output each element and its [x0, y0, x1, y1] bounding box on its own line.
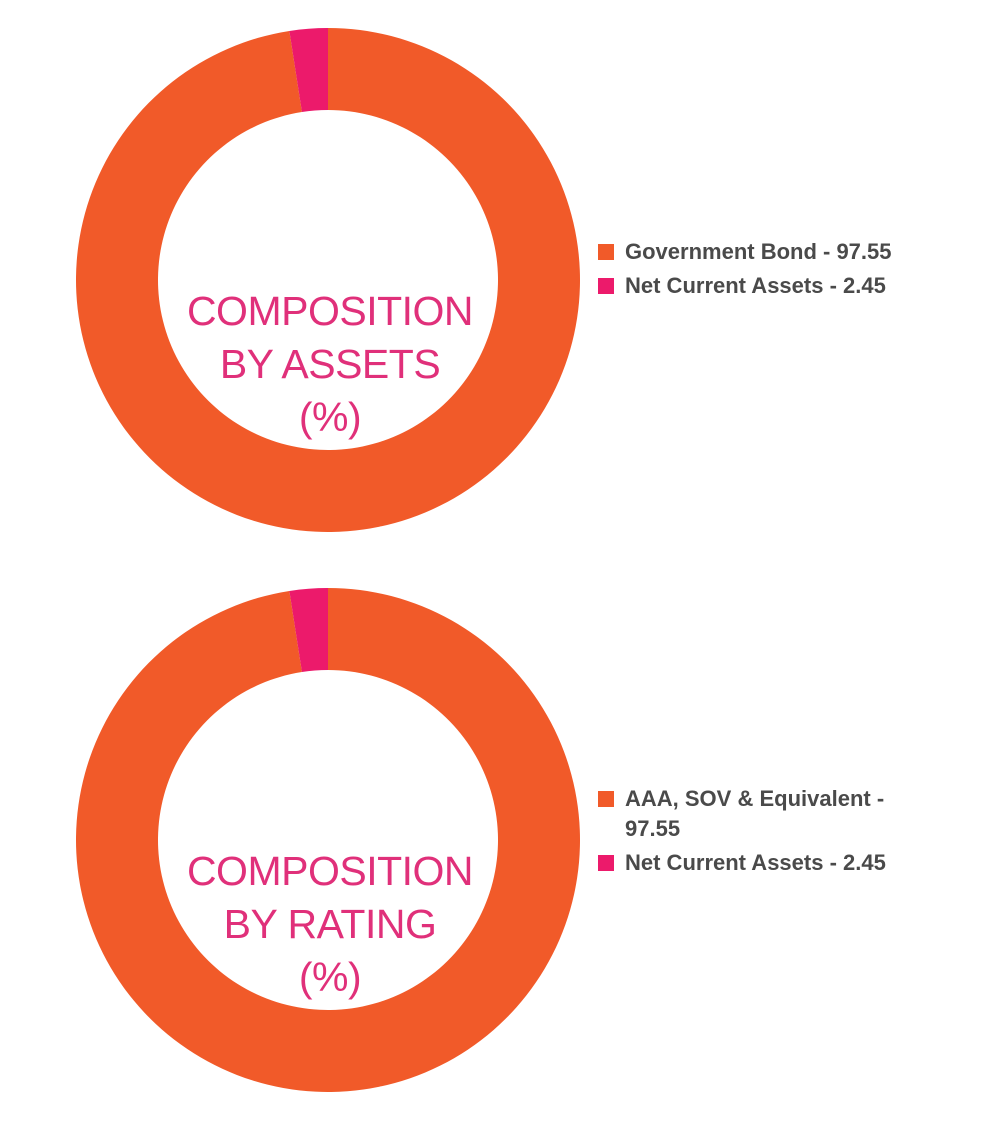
- center-label-line-2: BY RATING: [223, 901, 437, 947]
- donut-slice-aaa-sov-equivalent: [76, 588, 580, 1092]
- center-label-line-2: BY ASSETS: [219, 341, 441, 387]
- legend-swatch-government-bond: [598, 244, 614, 260]
- legend-swatch-aaa-sov-equivalent: [598, 791, 614, 807]
- center-label-line-1: COMPOSITION: [186, 848, 474, 894]
- donut-chart-rating: [76, 588, 580, 1092]
- donut-chart-assets: [76, 28, 580, 532]
- composition-by-assets-chart: COMPOSITION BY ASSETS (%) Government Bon…: [0, 0, 982, 560]
- donut-center-label-assets: COMPOSITION BY ASSETS (%): [150, 285, 510, 444]
- center-label-line-1: COMPOSITION: [186, 288, 474, 334]
- legend-item-aaa-sov-equivalent: AAA, SOV & Equivalent - 97.55: [598, 784, 938, 844]
- legend-item-net-current-assets: Net Current Assets - 2.45: [598, 271, 938, 301]
- donut-slice-government-bond: [76, 28, 580, 532]
- legend-item-government-bond: Government Bond - 97.55: [598, 237, 938, 267]
- donut-slice-net-current-assets: [289, 28, 328, 113]
- legend-item-net-current-assets: Net Current Assets - 2.45: [598, 848, 938, 878]
- legend-swatch-net-current-assets: [598, 855, 614, 871]
- center-label-line-3: (%): [298, 394, 362, 440]
- legend-label-net-current-assets: Net Current Assets - 2.45: [625, 273, 886, 298]
- composition-by-rating-chart: COMPOSITION BY RATING (%) AAA, SOV & Equ…: [0, 560, 982, 1120]
- legend-label-net-current-assets: Net Current Assets - 2.45: [625, 850, 886, 875]
- legend-label-government-bond: Government Bond - 97.55: [625, 239, 892, 264]
- center-label-line-3: (%): [298, 954, 362, 1000]
- legend-label-aaa-sov-equivalent: AAA, SOV & Equivalent - 97.55: [625, 786, 885, 841]
- donut-slice-net-current-assets: [289, 588, 328, 673]
- donut-center-label-rating: COMPOSITION BY RATING (%): [150, 845, 510, 1004]
- legend-rating: AAA, SOV & Equivalent - 97.55 Net Curren…: [598, 784, 938, 882]
- legend-swatch-net-current-assets: [598, 278, 614, 294]
- legend-assets: Government Bond - 97.55 Net Current Asse…: [598, 237, 938, 305]
